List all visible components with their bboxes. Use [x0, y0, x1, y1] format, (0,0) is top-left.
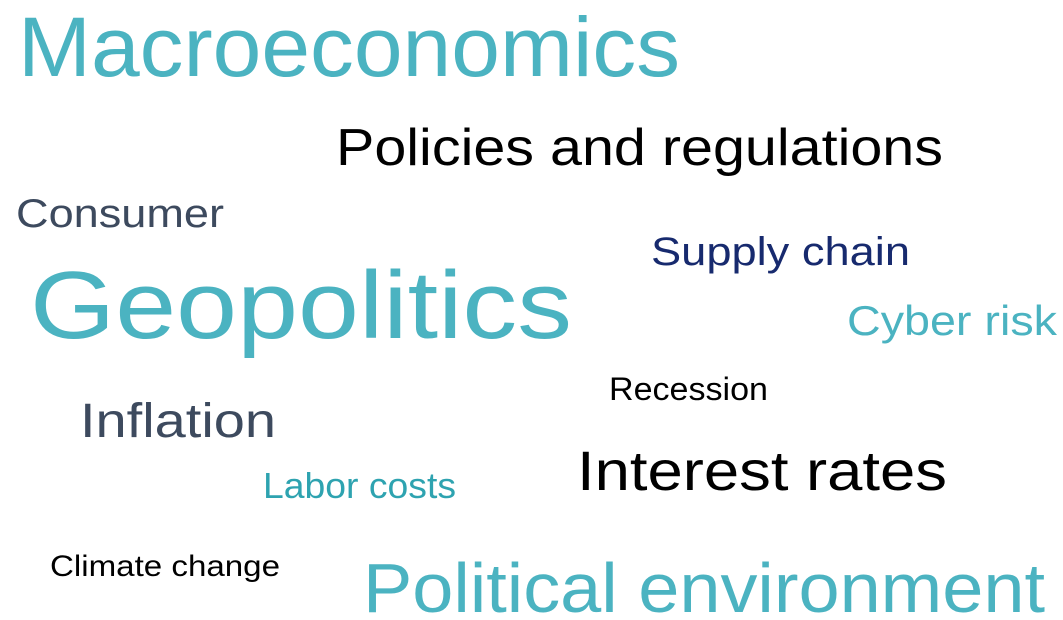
word: Policies and regulations: [336, 119, 943, 177]
word: Political environment: [363, 549, 1045, 620]
word: Macroeconomics: [18, 0, 680, 94]
word: Recession: [609, 371, 768, 407]
word: Consumer: [16, 192, 224, 236]
word: Cyber risk: [847, 297, 1058, 344]
word: Climate change: [50, 550, 280, 583]
word: Interest rates: [577, 439, 947, 502]
word: Geopolitics: [30, 252, 572, 359]
word: Supply chain: [651, 230, 910, 274]
word: Inflation: [80, 395, 276, 448]
word: Labor costs: [263, 465, 456, 506]
